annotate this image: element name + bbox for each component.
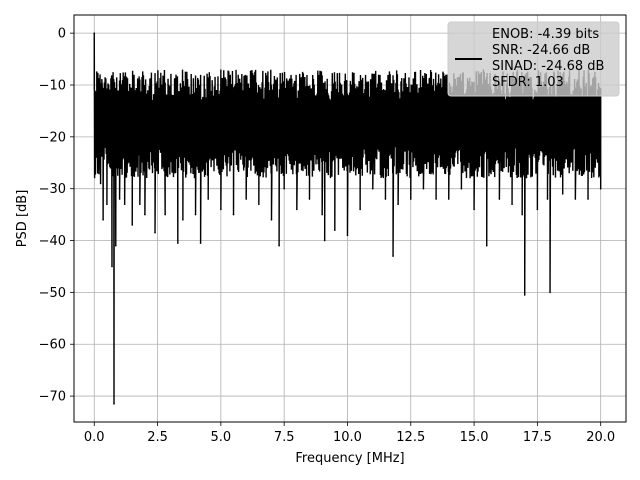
psd-data-point <box>521 213 523 216</box>
psd-data-point <box>139 203 141 206</box>
psd-data-point <box>498 198 501 200</box>
psd-data-point <box>123 203 126 206</box>
psd-data-point <box>131 224 134 226</box>
psd-data-point <box>113 403 115 405</box>
x-tick-label: 5.0 <box>211 430 232 445</box>
psd-data-point <box>296 208 298 211</box>
x-axis-label: Frequency [MHz] <box>295 451 404 466</box>
psd-data-point <box>207 198 210 200</box>
psd-data-point <box>97 146 99 149</box>
psd-data-point <box>98 94 101 97</box>
psd-data-point <box>435 198 437 200</box>
psd-data-point <box>154 231 156 234</box>
psd-data-point <box>536 208 539 211</box>
psd-data-point <box>258 203 260 206</box>
legend-sinad-text: SINAD: -24.68 dB <box>492 59 604 74</box>
psd-data-point <box>93 32 96 34</box>
x-tick-label: 17.5 <box>523 430 552 445</box>
psd-data-point <box>359 208 361 211</box>
legend-box <box>447 21 620 97</box>
psd-trace <box>93 32 602 405</box>
psd-data-point <box>447 198 450 200</box>
y-tick-label: −30 <box>39 182 66 197</box>
psd-data-point <box>321 213 323 216</box>
psd-data-point <box>323 239 326 242</box>
y-axis-ticks: 0 −10 −20 −30 −40 −50 −60 −70 <box>39 27 74 405</box>
psd-data-point <box>144 213 146 216</box>
legend: ENOB: -4.39 bits SNR: -24.66 dB SINAD: -… <box>447 21 620 97</box>
psd-data-point <box>511 203 513 206</box>
y-axis-label: PSD [dB] <box>15 190 30 248</box>
psd-data-point <box>561 193 564 195</box>
psd-data-point <box>549 291 551 294</box>
psd-data-point <box>232 213 235 216</box>
y-tick-label: −40 <box>39 234 66 249</box>
x-tick-label: 15.0 <box>460 430 489 445</box>
psd-data-point <box>164 213 166 216</box>
y-tick-label: −70 <box>39 390 66 405</box>
psd-data-point <box>95 71 98 73</box>
psd-data-point <box>278 244 280 247</box>
psd-data-point <box>101 79 103 81</box>
psd-data-point <box>587 198 589 200</box>
psd-data-point <box>574 198 577 200</box>
psd-data-point <box>599 187 602 190</box>
psd-data-point <box>334 229 336 231</box>
psd-data-point <box>199 242 202 244</box>
psd-data-point <box>384 198 387 200</box>
x-tick-label: 2.5 <box>147 430 168 445</box>
psd-data-point <box>106 203 108 206</box>
psd-data-point <box>422 187 425 190</box>
psd-data-point <box>99 182 102 185</box>
psd-data-point <box>473 208 475 211</box>
y-tick-label: −20 <box>39 130 66 145</box>
legend-sfdr-text: SFDR: 1.03 <box>492 75 564 90</box>
x-tick-label: 10.0 <box>333 430 362 445</box>
psd-data-point <box>194 213 197 216</box>
psd-data-point <box>177 242 179 244</box>
psd-data-point <box>392 255 394 257</box>
psd-data-point <box>103 104 106 107</box>
psd-data-point <box>460 187 463 190</box>
psd-data-point <box>308 198 311 200</box>
psd-series-line <box>93 33 602 404</box>
psd-data-point <box>546 198 549 200</box>
x-tick-label: 0.0 <box>84 430 105 445</box>
psd-data-point <box>118 198 121 200</box>
psd-data-point <box>182 218 184 221</box>
x-tick-label: 7.5 <box>274 430 295 445</box>
psd-data-point <box>346 234 349 237</box>
legend-snr-text: SNR: -24.66 dB <box>492 43 590 58</box>
psd-data-point <box>397 203 399 206</box>
psd-data-point <box>270 218 273 221</box>
psd-data-point <box>102 218 104 221</box>
psd-data-point <box>409 198 412 200</box>
psd-data-point <box>245 198 247 200</box>
y-tick-label: −50 <box>39 286 66 301</box>
psd-data-point <box>485 244 488 247</box>
y-tick-label: 0 <box>58 27 66 42</box>
axes-frame <box>73 14 627 423</box>
psd-data-point <box>108 89 111 91</box>
psd-data-point <box>111 265 113 268</box>
psd-data-point <box>283 187 285 190</box>
y-tick-label: −60 <box>39 338 66 353</box>
x-tick-label: 20.0 <box>586 430 615 445</box>
psd-data-point <box>220 208 222 211</box>
psd-data-point <box>523 294 526 296</box>
y-tick-label: −10 <box>39 78 66 93</box>
psd-data-point <box>114 244 117 247</box>
psd-data-point <box>94 115 97 117</box>
psd-data-point <box>371 187 374 190</box>
x-tick-label: 12.5 <box>396 430 425 445</box>
x-axis-ticks: 0.0 2.5 5.0 7.5 10.0 12.5 15.0 17.5 20.0 <box>84 422 615 445</box>
legend-enob-text: ENOB: -4.39 bits <box>492 27 599 42</box>
